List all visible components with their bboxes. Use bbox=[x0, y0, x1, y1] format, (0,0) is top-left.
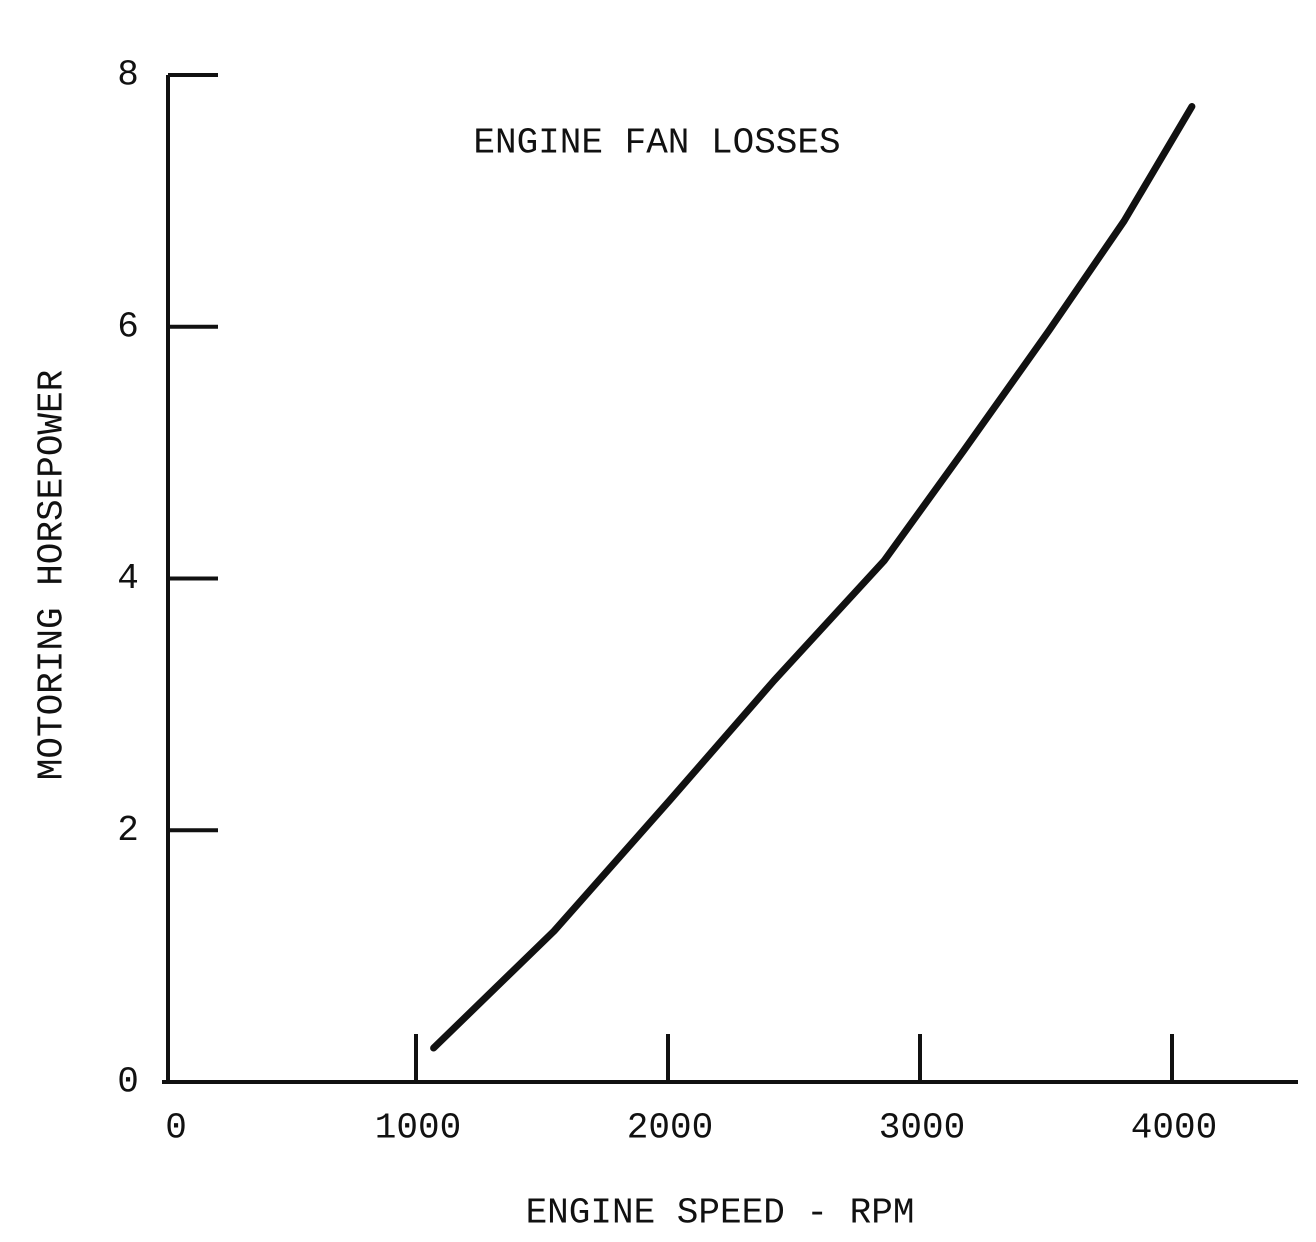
x-tick-label: 4000 bbox=[1131, 1108, 1217, 1149]
y-tick-label: 4 bbox=[117, 558, 139, 599]
curve bbox=[430, 103, 1196, 1052]
y-tick-label: 0 bbox=[117, 1062, 139, 1103]
y-tick-label: 8 bbox=[117, 55, 139, 96]
x-tick-label: 2000 bbox=[627, 1108, 713, 1149]
y-axis-label: MOTORING HORSEPOWER bbox=[32, 370, 73, 780]
x-tick-label: 3000 bbox=[879, 1108, 965, 1149]
x-tick-label: 0 bbox=[165, 1108, 187, 1149]
y-tick-label: 2 bbox=[117, 810, 139, 851]
y-tick-label: 6 bbox=[117, 306, 139, 347]
x-axis-label: ENGINE SPEED - RPM bbox=[526, 1193, 915, 1234]
chart-title: ENGINE FAN LOSSES bbox=[473, 123, 840, 164]
x-tick-label: 1000 bbox=[375, 1108, 461, 1149]
